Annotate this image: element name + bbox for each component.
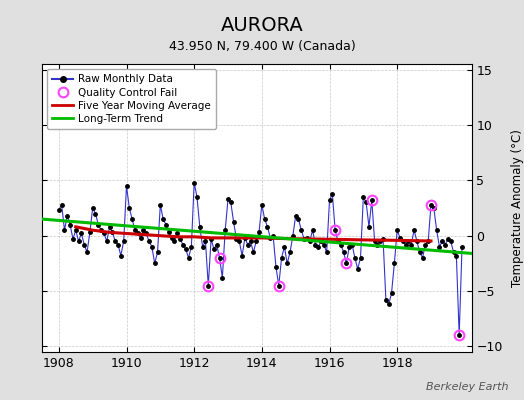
Legend: Raw Monthly Data, Quality Control Fail, Five Year Moving Average, Long-Term Tren: Raw Monthly Data, Quality Control Fail, …: [47, 69, 216, 129]
Y-axis label: Temperature Anomaly (°C): Temperature Anomaly (°C): [511, 129, 524, 287]
Text: Berkeley Earth: Berkeley Earth: [426, 382, 508, 392]
Text: AURORA: AURORA: [221, 16, 303, 35]
Text: 43.950 N, 79.400 W (Canada): 43.950 N, 79.400 W (Canada): [169, 40, 355, 53]
